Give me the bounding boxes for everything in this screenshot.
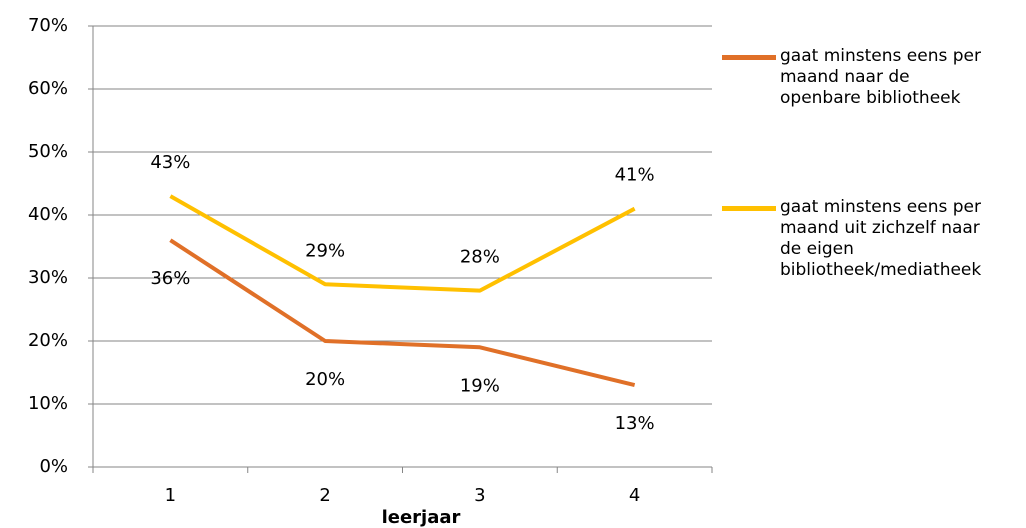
series-line bbox=[169, 238, 636, 388]
data-label: 28% bbox=[460, 247, 500, 268]
y-tick-label: 30% bbox=[28, 267, 68, 288]
legend-swatch bbox=[722, 55, 776, 60]
legend-label: gaat minstens eens per maand uit zichzel… bbox=[780, 197, 982, 280]
y-tick-label: 10% bbox=[28, 393, 68, 414]
y-tick-label: 40% bbox=[28, 204, 68, 225]
x-axis-title: leerjaar bbox=[382, 507, 461, 528]
legend-swatch bbox=[722, 206, 776, 211]
data-label: 29% bbox=[305, 240, 345, 261]
data-label: 41% bbox=[615, 165, 655, 186]
series-line bbox=[169, 194, 636, 293]
x-tick-label: 2 bbox=[319, 485, 330, 506]
data-label: 36% bbox=[150, 268, 190, 289]
data-label: 43% bbox=[150, 152, 190, 173]
data-label: 13% bbox=[615, 413, 655, 434]
data-label: 19% bbox=[460, 375, 500, 396]
y-tick-label: 50% bbox=[28, 141, 68, 162]
y-tick-label: 20% bbox=[28, 330, 68, 351]
legend-label: gaat minstens eens per maand naar de ope… bbox=[780, 46, 981, 108]
x-tick-label: 1 bbox=[165, 485, 176, 506]
y-tick-label: 70% bbox=[28, 15, 68, 36]
data-label: 20% bbox=[305, 369, 345, 390]
x-tick-label: 3 bbox=[474, 485, 485, 506]
y-tick-label: 0% bbox=[39, 456, 68, 477]
y-tick-label: 60% bbox=[28, 78, 68, 99]
x-tick-label: 4 bbox=[629, 485, 640, 506]
